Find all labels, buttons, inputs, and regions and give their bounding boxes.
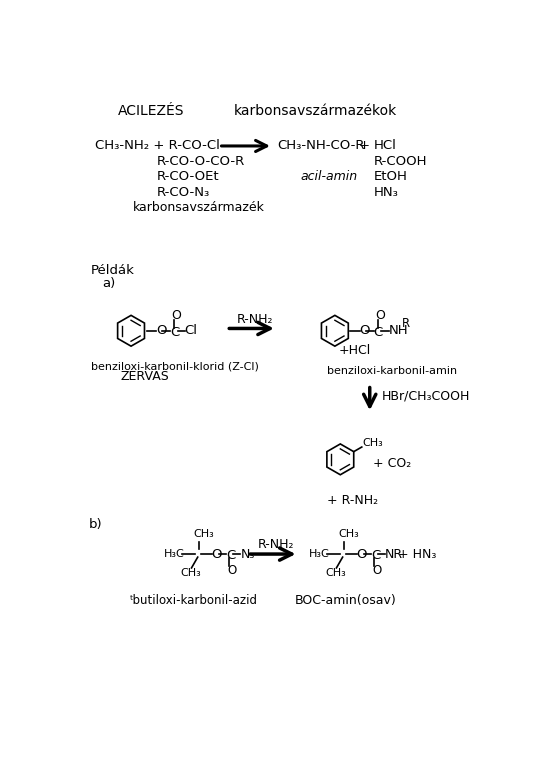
- Text: BOC-amin(osav): BOC-amin(osav): [295, 594, 396, 607]
- Text: HBr/CH₃COOH: HBr/CH₃COOH: [381, 390, 470, 402]
- Text: R-COOH: R-COOH: [374, 155, 427, 168]
- Text: H₃C: H₃C: [308, 549, 329, 559]
- Text: NH: NH: [389, 324, 409, 337]
- Text: +HCl: +HCl: [339, 344, 371, 357]
- Text: O: O: [372, 565, 381, 577]
- Text: Cl: Cl: [185, 324, 198, 337]
- Text: CH₃: CH₃: [338, 529, 359, 539]
- Text: C: C: [374, 326, 383, 339]
- Text: C: C: [226, 549, 235, 562]
- Text: R-CO-N₃: R-CO-N₃: [157, 186, 210, 199]
- Text: C: C: [372, 549, 381, 562]
- Text: O: O: [375, 309, 385, 322]
- Text: CH₃: CH₃: [181, 568, 201, 577]
- Text: O: O: [171, 309, 181, 322]
- Text: + R-NH₂: + R-NH₂: [327, 494, 378, 507]
- Text: +: +: [358, 140, 369, 152]
- Text: O: O: [212, 548, 222, 561]
- Text: R-NH₂: R-NH₂: [237, 313, 273, 326]
- Text: CH₃-NH₂ + R-CO-Cl: CH₃-NH₂ + R-CO-Cl: [94, 140, 219, 152]
- Text: karbonsavszármazékok: karbonsavszármazékok: [234, 104, 397, 118]
- Text: O: O: [156, 324, 166, 337]
- Text: CH₃: CH₃: [362, 438, 383, 448]
- Text: O: O: [227, 565, 237, 577]
- Text: b): b): [89, 518, 103, 531]
- Text: CH₃: CH₃: [326, 568, 346, 577]
- Text: benziloxi-karbonil-klorid (Z-Cl): benziloxi-karbonil-klorid (Z-Cl): [91, 362, 259, 372]
- Text: ᵗbutiloxi-karbonil-azid: ᵗbutiloxi-karbonil-azid: [130, 594, 258, 607]
- Text: + CO₂: + CO₂: [373, 457, 411, 470]
- Text: H₃C: H₃C: [164, 549, 184, 559]
- Text: karbonsavszármazék: karbonsavszármazék: [133, 201, 265, 214]
- Text: R: R: [402, 317, 410, 330]
- Text: a): a): [103, 277, 116, 290]
- Text: ACILEZÉS: ACILEZÉS: [118, 104, 184, 118]
- Text: R-CO-O-CO-R: R-CO-O-CO-R: [157, 155, 245, 168]
- Text: ZERVAS: ZERVAS: [120, 370, 169, 384]
- Text: + HN₃: + HN₃: [399, 548, 437, 561]
- Text: CH₃-NH-CO-R: CH₃-NH-CO-R: [277, 140, 364, 152]
- Text: EtOH: EtOH: [374, 170, 408, 183]
- Text: O: O: [360, 324, 370, 337]
- Text: R-NH₂: R-NH₂: [258, 537, 294, 551]
- Text: CH₃: CH₃: [193, 529, 214, 539]
- Text: NR: NR: [385, 548, 403, 561]
- Text: Példák: Példák: [91, 264, 134, 277]
- Text: C: C: [170, 326, 179, 339]
- Text: N₃: N₃: [240, 548, 255, 561]
- Text: benziloxi-karbonil-amin: benziloxi-karbonil-amin: [327, 366, 457, 376]
- Text: R-CO-OEt: R-CO-OEt: [157, 170, 219, 183]
- Text: O: O: [356, 548, 367, 561]
- Text: HCl: HCl: [374, 140, 396, 152]
- Text: HN₃: HN₃: [374, 186, 399, 199]
- Text: acil-amin: acil-amin: [300, 170, 357, 183]
